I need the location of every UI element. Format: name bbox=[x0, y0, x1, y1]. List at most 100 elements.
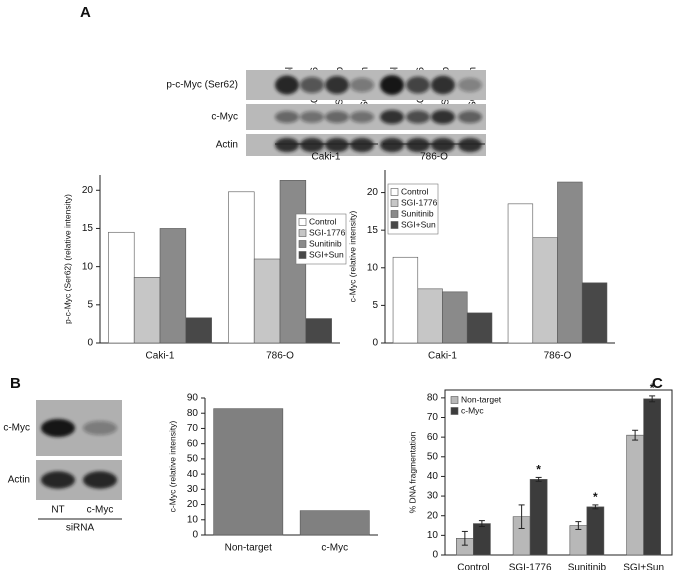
error-bar bbox=[649, 395, 656, 403]
error-bar bbox=[535, 476, 542, 482]
blot-band bbox=[350, 137, 374, 153]
bar bbox=[643, 398, 661, 556]
blot-band bbox=[41, 471, 75, 489]
y-tick-label: 10 bbox=[367, 262, 379, 273]
y-tick-label: 5 bbox=[372, 300, 378, 311]
bar bbox=[466, 312, 493, 344]
y-tick-label: 10 bbox=[187, 514, 199, 525]
y-tick-label: 20 bbox=[427, 510, 439, 521]
error-bar bbox=[478, 520, 485, 528]
legend-swatch bbox=[390, 199, 399, 207]
blot-band bbox=[300, 76, 324, 94]
legend-label: Non-target bbox=[461, 394, 502, 404]
legend-label: c-Myc bbox=[461, 405, 484, 415]
legend-label: Control bbox=[309, 216, 337, 226]
row-label: c-Myc bbox=[211, 112, 238, 123]
error-bar bbox=[518, 504, 525, 529]
bar bbox=[507, 203, 534, 344]
blot-band bbox=[41, 419, 75, 437]
legend-swatch bbox=[298, 240, 307, 248]
lane-label: NT bbox=[51, 505, 64, 516]
bar bbox=[532, 237, 558, 344]
legend-swatch bbox=[390, 210, 399, 218]
blot-band bbox=[406, 110, 430, 124]
x-tick-label: Sunitinib bbox=[568, 563, 607, 570]
y-axis-title: c-Myc (relative intensity) bbox=[347, 211, 357, 303]
y-tick-label: 80 bbox=[187, 408, 199, 419]
bar bbox=[299, 510, 370, 536]
legend-swatch bbox=[298, 218, 307, 226]
y-tick-label: 70 bbox=[187, 423, 199, 434]
bar bbox=[586, 506, 605, 556]
bar bbox=[626, 434, 644, 556]
bar bbox=[442, 291, 468, 344]
bar bbox=[159, 228, 187, 344]
x-tick-label: c-Myc bbox=[321, 543, 348, 554]
legend-swatch bbox=[450, 407, 459, 415]
blot-band bbox=[325, 111, 349, 123]
legend-swatch bbox=[450, 396, 459, 404]
y-tick-label: 0 bbox=[372, 338, 378, 349]
legend-label: Sunitinib bbox=[401, 208, 434, 218]
row-label: Actin bbox=[8, 475, 30, 486]
error-bar bbox=[461, 530, 468, 546]
blot-band bbox=[350, 111, 374, 123]
x-tick-label: Non-target bbox=[225, 543, 272, 554]
y-tick-label: 0 bbox=[432, 550, 438, 561]
blot-band bbox=[380, 75, 404, 95]
y-tick-label: 30 bbox=[427, 491, 439, 502]
y-tick-label: 60 bbox=[187, 438, 199, 449]
y-tick-label: 60 bbox=[427, 432, 439, 443]
y-tick-label: 5 bbox=[87, 299, 93, 310]
blot-band bbox=[300, 111, 324, 123]
x-tick-label: Caki-1 bbox=[428, 351, 457, 362]
bar bbox=[557, 181, 583, 344]
y-tick-label: 20 bbox=[187, 499, 199, 510]
error-bar bbox=[592, 504, 599, 510]
y-axis-title: % DNA fragmentation bbox=[407, 431, 417, 513]
blot-band bbox=[458, 110, 482, 124]
panel-label: C bbox=[652, 375, 663, 392]
panel-label: A bbox=[80, 4, 91, 21]
significance-marker: * bbox=[650, 381, 655, 395]
legend-label: Control bbox=[401, 186, 429, 196]
y-tick-label: 0 bbox=[192, 530, 198, 541]
x-tick-label: Control bbox=[457, 563, 489, 570]
error-bar bbox=[632, 429, 639, 441]
bar bbox=[185, 317, 212, 344]
legend-label: SGI+Sun bbox=[401, 219, 436, 229]
y-tick-label: 70 bbox=[427, 412, 439, 423]
significance-marker: * bbox=[593, 490, 598, 504]
bar bbox=[417, 288, 443, 344]
y-tick-label: 80 bbox=[427, 392, 439, 403]
group-label: Caki-1 bbox=[312, 152, 341, 163]
y-tick-label: 50 bbox=[427, 451, 439, 462]
error-bar bbox=[575, 521, 582, 530]
blot-band bbox=[380, 137, 404, 153]
y-tick-label: 90 bbox=[187, 393, 199, 404]
group-label: siRNA bbox=[66, 523, 95, 534]
x-tick-label: SGI-1776 bbox=[509, 563, 552, 570]
blot-band bbox=[275, 137, 299, 153]
bar bbox=[305, 318, 332, 344]
bar bbox=[213, 408, 284, 536]
y-tick-label: 10 bbox=[82, 261, 94, 272]
legend-swatch bbox=[390, 188, 399, 196]
blot-band bbox=[406, 76, 430, 94]
legend-label: SGI-1776 bbox=[401, 197, 438, 207]
y-tick-label: 10 bbox=[427, 530, 439, 541]
blot-band bbox=[325, 76, 349, 94]
bar bbox=[529, 479, 548, 556]
y-axis-title: p-c-Myc (Ser62) (relative intensity) bbox=[62, 194, 72, 324]
blot-band bbox=[350, 77, 374, 93]
blot-band bbox=[431, 75, 455, 95]
y-tick-label: 30 bbox=[187, 484, 199, 495]
y-tick-label: 20 bbox=[82, 185, 94, 196]
blot-band bbox=[380, 110, 404, 124]
x-tick-label: SGI+Sun bbox=[623, 563, 664, 570]
x-tick-label: 786-O bbox=[544, 351, 572, 362]
y-tick-label: 40 bbox=[187, 469, 199, 480]
legend-label: Sunitinib bbox=[309, 238, 342, 248]
row-label: p-c-Myc (Ser62) bbox=[166, 80, 238, 91]
blot-band bbox=[458, 137, 482, 153]
